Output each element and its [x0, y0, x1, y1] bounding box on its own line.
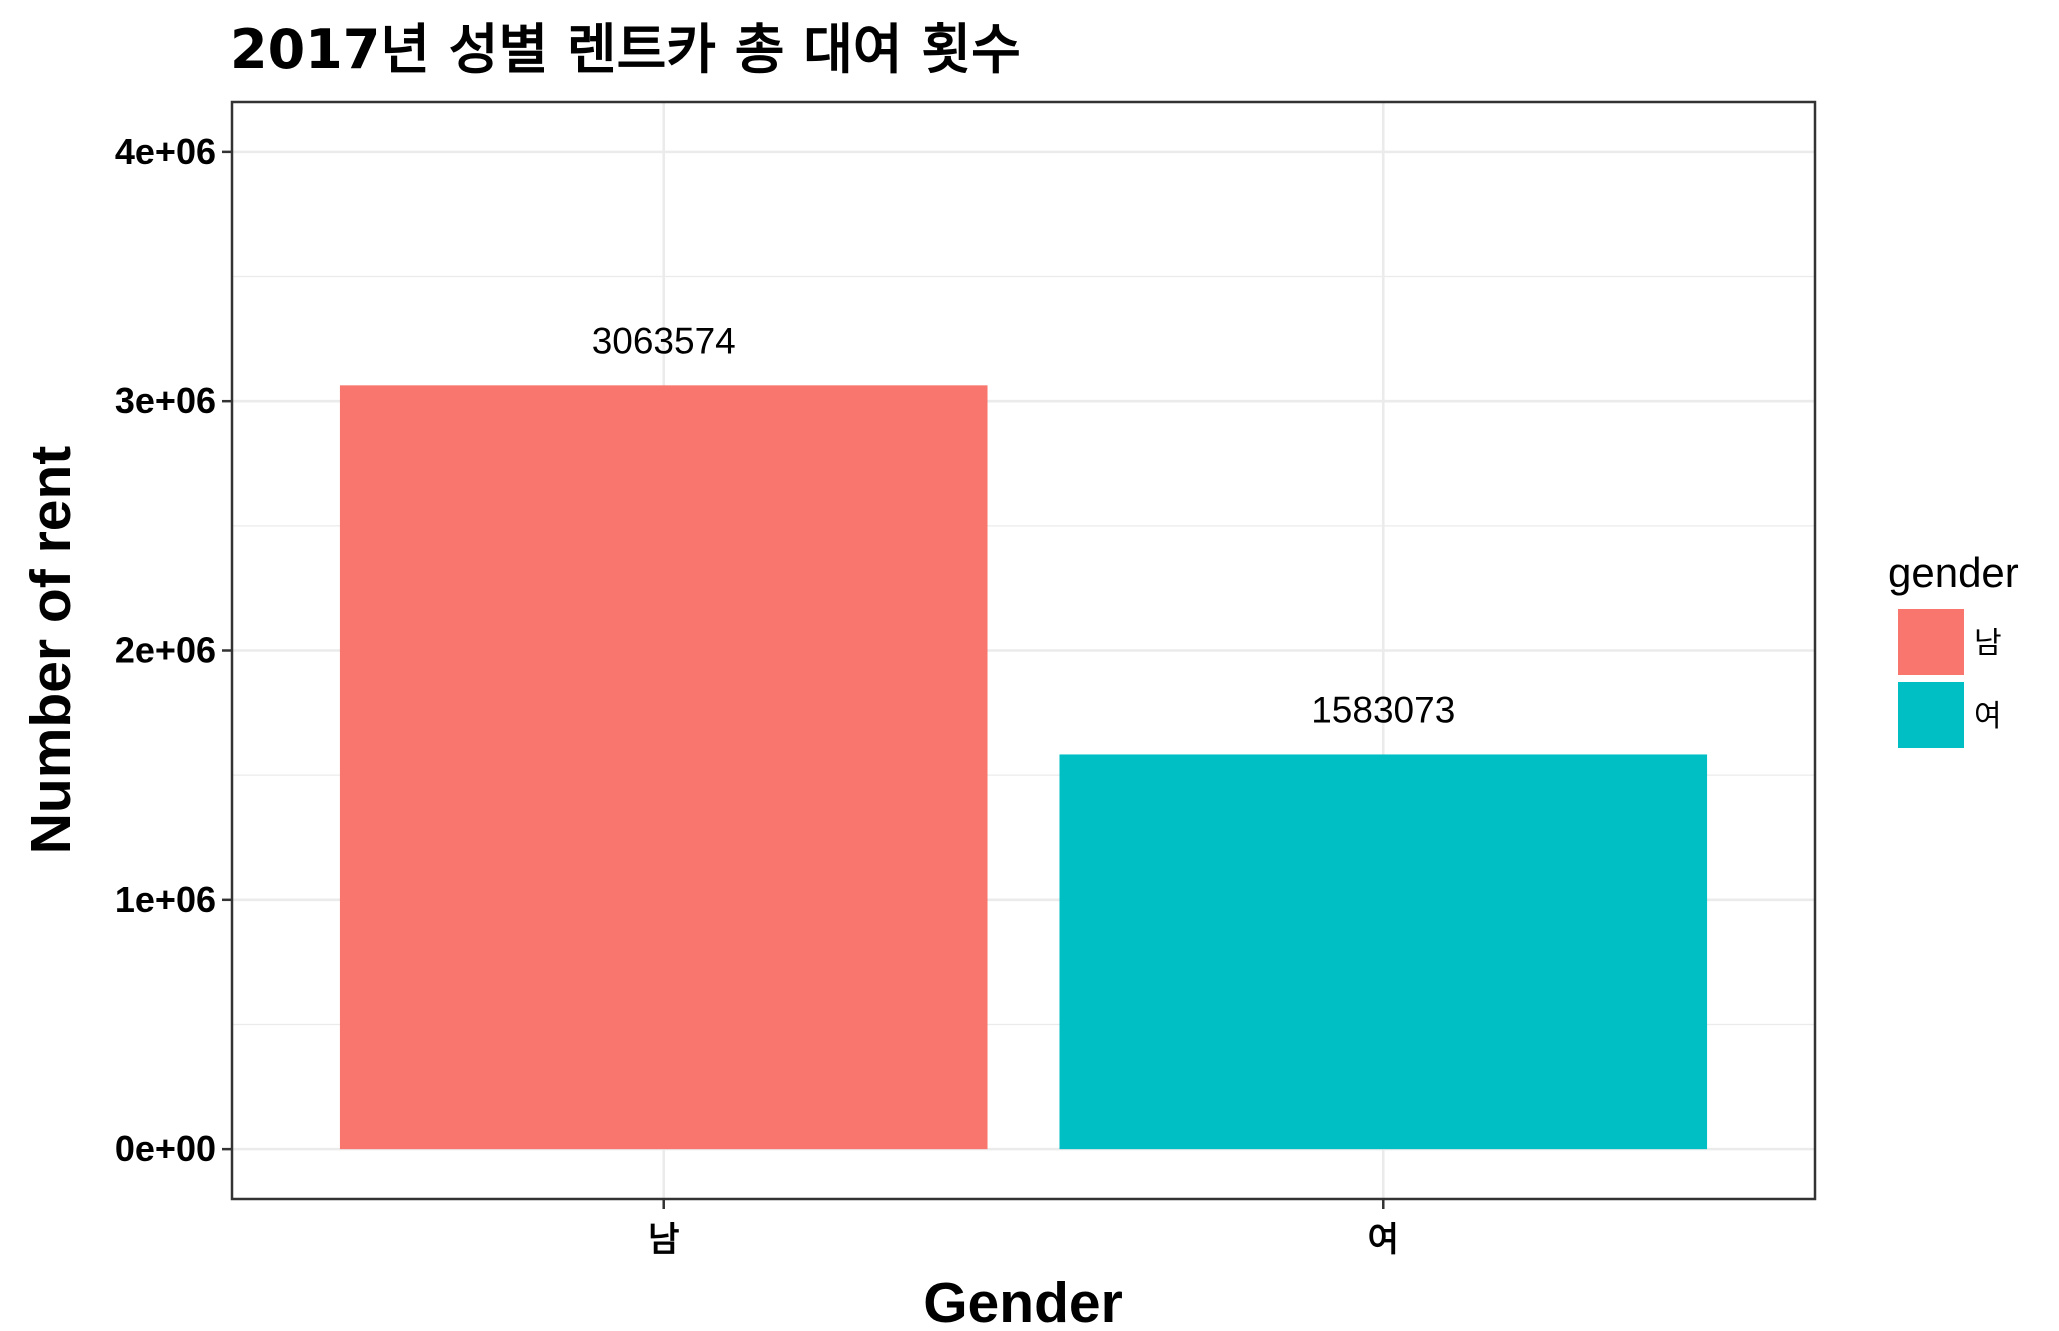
y-tick-label: 4e+06 — [115, 131, 216, 172]
legend-key-2 — [1898, 682, 1964, 748]
bars — [339, 385, 1708, 1150]
plot-panel: 3063574 1583073 — [230, 100, 1817, 1201]
x-tick-label: 여 — [1368, 1220, 1399, 1260]
legend: gender 남여 — [1888, 549, 2019, 748]
legend-label-2: 여 — [1974, 699, 2002, 734]
y-tick-label: 2e+06 — [115, 630, 216, 671]
chart-title: 2017년 성별 렌트카 총 대여 횟수 — [230, 18, 1021, 81]
y-tick-label: 3e+06 — [115, 380, 216, 421]
bar-2 — [1059, 754, 1708, 1150]
legend-title: gender — [1888, 549, 2019, 596]
y-axis: 0e+00 1e+06 2e+06 3e+06 4e+06 — [115, 131, 232, 1169]
legend-label-1: 남 — [1974, 626, 2002, 661]
data-labels: 3063574 1583073 — [592, 320, 1456, 730]
x-axis-title: Gender — [923, 1271, 1123, 1331]
y-tick-label: 1e+06 — [115, 879, 216, 920]
legend-key-1 — [1898, 609, 1964, 675]
x-tick-label: 남 — [648, 1220, 679, 1260]
y-axis-title: Number of rent — [19, 446, 83, 855]
y-tick-label: 0e+00 — [115, 1128, 216, 1169]
data-label-1: 3063574 — [592, 320, 736, 361]
bar-1 — [339, 385, 988, 1150]
data-label-2: 1583073 — [1311, 689, 1455, 730]
